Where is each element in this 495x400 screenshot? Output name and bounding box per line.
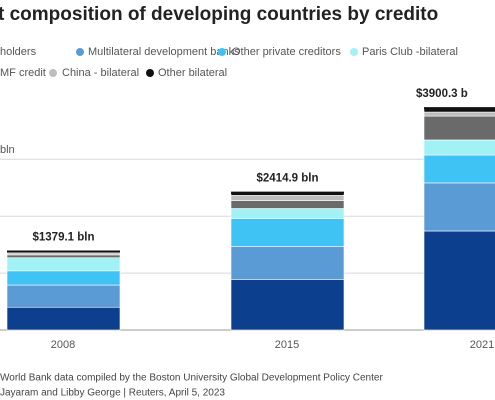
legend-swatch <box>218 48 226 56</box>
legend-label: Paris Club -bilateral <box>362 46 458 58</box>
x-tick-label: 2015 <box>275 339 299 351</box>
legend-swatch <box>350 48 358 56</box>
legend-label: Multilateral development banks <box>88 46 240 58</box>
bar-segment <box>6 306 121 331</box>
bar-segment <box>230 279 345 331</box>
bar-segment <box>423 139 495 156</box>
bar-segment <box>230 246 345 280</box>
y-tick-label: bln <box>0 144 15 156</box>
x-tick-label: 2021 <box>470 339 494 351</box>
legend-label: Other private creditors <box>232 46 341 58</box>
bar-segment <box>6 254 121 259</box>
legend-label: MF credit <box>0 67 46 79</box>
legend-label: Other bilateral <box>158 67 227 79</box>
bar-segment <box>6 270 121 286</box>
x-tick-label: 2008 <box>51 339 75 351</box>
bar-segment <box>230 208 345 219</box>
bar-segment <box>230 218 345 247</box>
bar-segment <box>230 195 345 201</box>
total-label: $1379.1 bln <box>32 232 94 244</box>
credit: Jayaram and Libby George | Reuters, Apri… <box>0 388 225 399</box>
legend-swatch <box>49 69 57 77</box>
legend-swatch <box>76 48 84 56</box>
bar-segment <box>6 284 121 308</box>
bar-segment <box>423 230 495 331</box>
bar-segment <box>6 257 121 272</box>
total-label: $3900.3 b <box>416 88 468 100</box>
chart-title: t composition of developing countries by… <box>0 4 438 25</box>
bar-segment <box>423 111 495 117</box>
legend-label: China - bilateral <box>62 67 139 79</box>
legend-label: holders <box>0 46 37 58</box>
bar-segment <box>423 115 495 141</box>
bar-segment <box>423 154 495 184</box>
total-label: $2414.9 bln <box>256 173 318 185</box>
legend-swatch <box>146 69 154 77</box>
source: World Bank data compiled by the Boston U… <box>0 373 383 384</box>
bar-segment <box>423 182 495 232</box>
bar-segment <box>230 200 345 209</box>
